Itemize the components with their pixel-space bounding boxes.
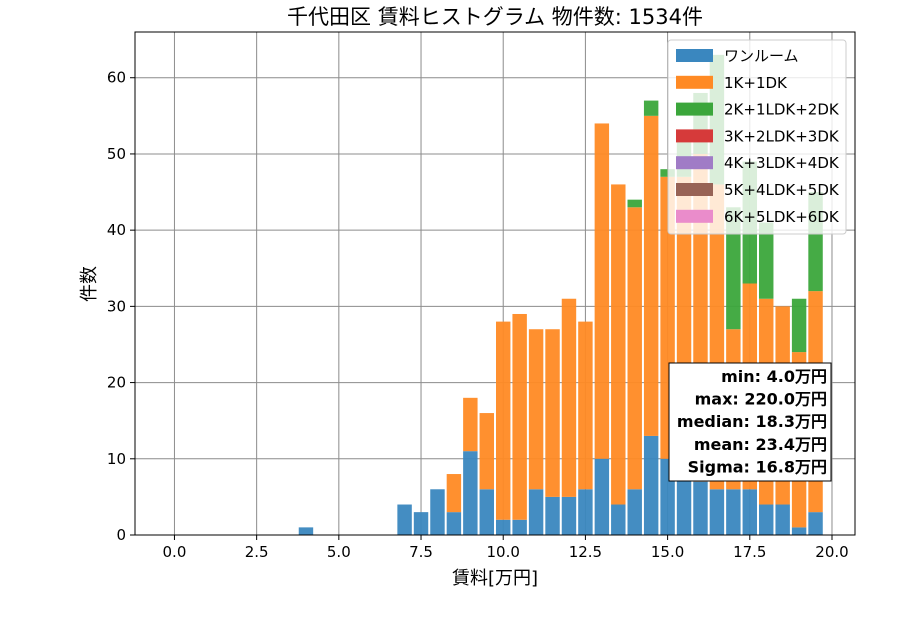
legend-label: 3K+2LDK+3DK: [724, 127, 840, 145]
bar-segment-series-0: [726, 489, 741, 535]
legend-swatch: [676, 183, 713, 196]
bar-segment-series-0: [561, 496, 577, 535]
bar-segment-series-1: [643, 115, 659, 436]
bar-segment-series-1: [545, 329, 560, 497]
bar-segment-series-0: [808, 512, 823, 535]
x-tick-label: 17.5: [733, 543, 766, 561]
legend-swatch: [676, 75, 713, 89]
chart-title: 千代田区 賃料ヒストグラム 物件数: 1534件: [287, 5, 703, 29]
bar-segment-series-0: [446, 512, 462, 535]
legend-label: 6K+5LDK+6DK: [724, 208, 840, 226]
x-tick-label: 20.0: [815, 543, 848, 561]
legend-label: 2K+1LDK+2DK: [724, 101, 840, 119]
bar-segment-series-0: [611, 504, 626, 535]
bar-segment-series-1: [496, 321, 511, 520]
legend-label: ワンルーム: [724, 47, 799, 65]
stats-line: min: 4.0万円: [721, 367, 827, 386]
bar-segment-series-0: [528, 489, 544, 535]
plot-frame: [134, 31, 856, 536]
x-tick-label: 2.5: [245, 543, 269, 561]
bar-segment-series-0: [759, 504, 774, 535]
bar-segment-series-1: [594, 123, 610, 459]
stats-line: Sigma: 16.8万円: [688, 457, 827, 476]
y-axis-label: 件数: [79, 266, 100, 302]
y-tick-label: 50: [107, 145, 126, 163]
y-tick-label: 0: [116, 526, 126, 544]
legend-swatch: [676, 209, 713, 223]
bar-segment-series-0: [298, 527, 314, 535]
legend-swatch: [676, 102, 713, 116]
x-tick-label: 10.0: [487, 543, 520, 561]
bar-segment-series-2: [627, 199, 642, 208]
bar-segment-series-0: [496, 519, 511, 535]
bar-segment-series-0: [594, 458, 610, 535]
y-tick-label: 30: [107, 297, 126, 315]
stats-line: median: 18.3万円: [677, 412, 827, 431]
bar-segment-series-2: [726, 207, 741, 330]
bar-segment-series-0: [709, 489, 725, 535]
y-tick-label: 10: [107, 450, 126, 468]
bar-segment-series-1: [528, 329, 544, 490]
y-tick-label: 60: [107, 69, 126, 87]
x-tick-label: 15.0: [651, 543, 684, 561]
bar-segment-series-2: [643, 100, 659, 116]
bar-segment-series-0: [397, 504, 412, 535]
bar-segment-series-0: [742, 489, 758, 535]
bar-segment-series-0: [463, 451, 478, 535]
bar-segment-series-1: [479, 413, 494, 490]
bar-segment-series-0: [643, 435, 659, 535]
bar-segment-series-1: [446, 474, 462, 513]
stats-box-frame: [668, 362, 832, 482]
bar-segment-series-0: [775, 504, 790, 535]
legend-swatch: [676, 156, 713, 170]
x-tick-label: 0.0: [163, 543, 187, 561]
bar-segment-series-2: [759, 222, 774, 299]
bar-segment-series-0: [545, 496, 560, 535]
bar-segment-series-0: [479, 489, 494, 535]
bar-segment-series-1: [463, 397, 478, 452]
bar-segment-series-2: [791, 298, 807, 353]
bar-segment-series-0: [413, 512, 429, 535]
bar-segment-series-0: [512, 519, 527, 535]
bar-segment-series-0: [578, 489, 593, 535]
legend-label: 1K+1DK: [724, 74, 788, 92]
bar-segment-series-1: [512, 313, 527, 520]
legend-swatch: [676, 129, 713, 143]
bar-segment-series-0: [693, 481, 708, 535]
stats-line: mean: 23.4万円: [694, 435, 827, 454]
x-axis-label: 賃料[万円]: [452, 568, 538, 589]
bar-segment-series-0: [676, 474, 692, 535]
legend: ワンルーム 1K+1DK 2K+1LDK+2DK 3K+2LDK+3DK 4K+3LDK…: [667, 39, 847, 235]
stats-line: max: 220.0万円: [695, 390, 827, 409]
bar-segment-series-1: [627, 207, 642, 490]
legend-swatch: [676, 49, 713, 62]
bar-segment-series-0: [791, 527, 807, 535]
legend-label: 4K+3LDK+4DK: [724, 154, 840, 172]
stats-box: min: 4.0万円 max: 220.0万円 median: 18.3万円 mean…: [668, 362, 832, 482]
bar-segment-series-1: [578, 321, 593, 490]
y-tick-label: 20: [107, 374, 126, 392]
bar-segment-series-0: [627, 489, 642, 535]
x-tick-label: 5.0: [327, 543, 351, 561]
bar-segment-series-1: [561, 298, 577, 497]
bar-segment-series-0: [430, 489, 445, 535]
legend-label: 5K+4LDK+5DK: [724, 181, 840, 199]
bar-segment-series-1: [611, 184, 626, 505]
x-tick-label: 12.5: [569, 543, 602, 561]
y-tick-label: 40: [107, 221, 126, 239]
x-tick-label: 7.5: [409, 543, 433, 561]
